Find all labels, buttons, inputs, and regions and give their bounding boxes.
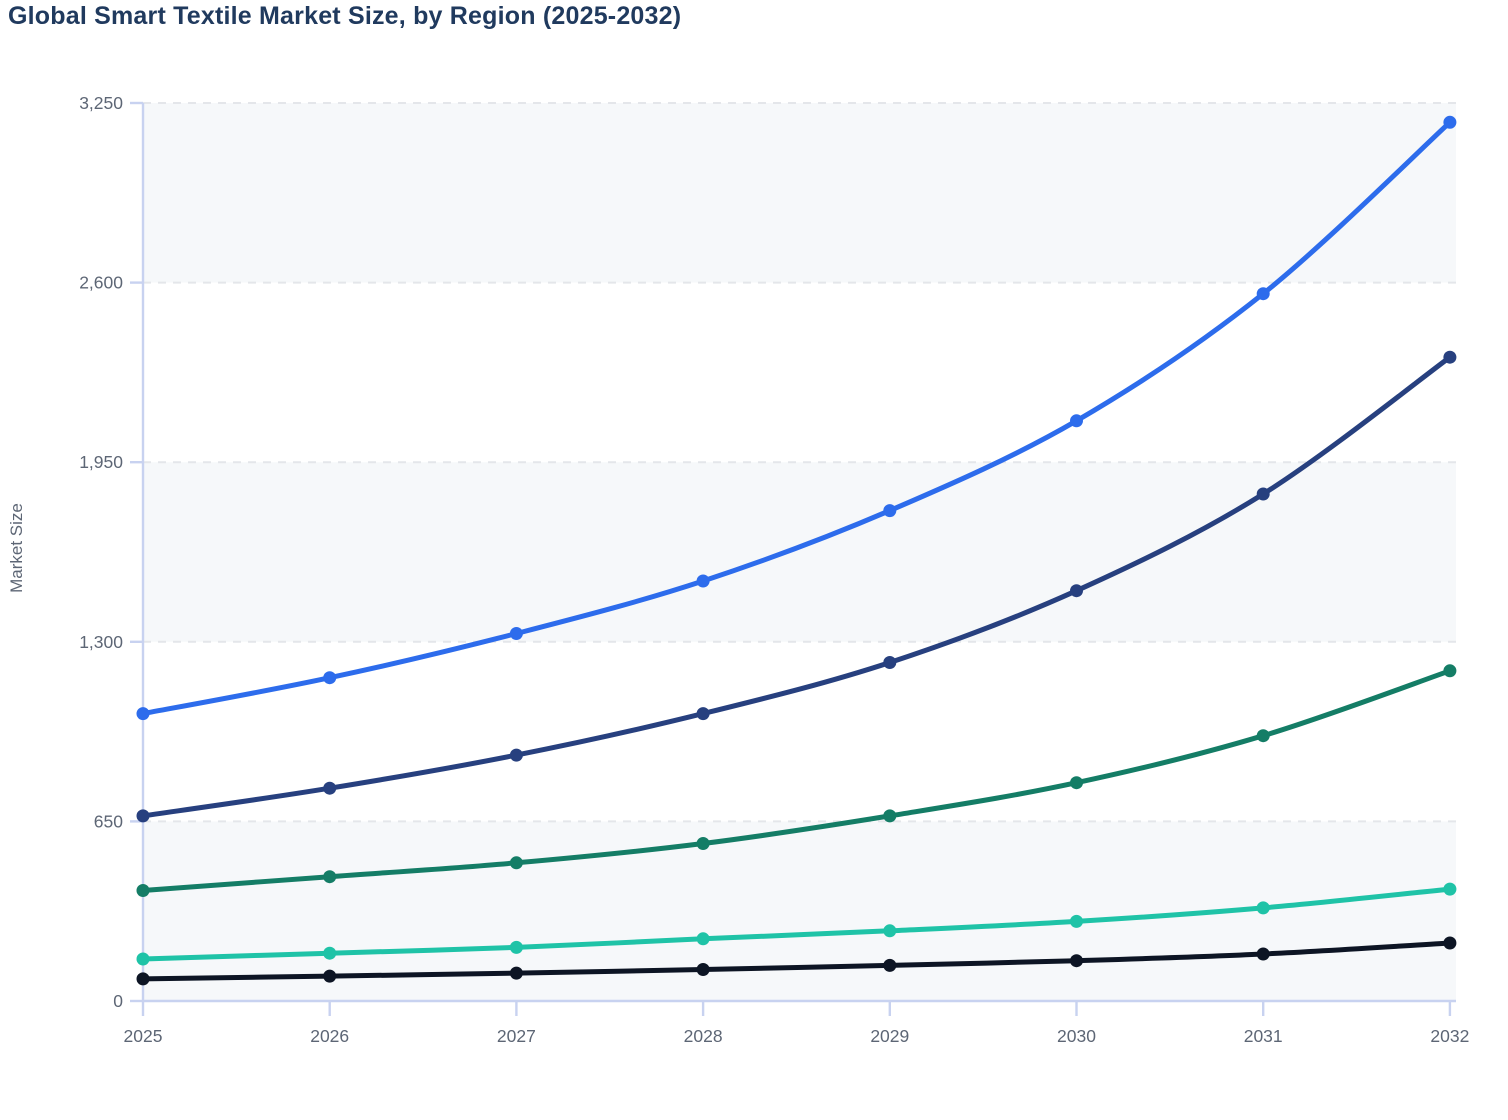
series-3-dark-green-data-point — [883, 809, 897, 823]
series-3-dark-green-data-point — [1070, 776, 1083, 790]
y-tick-label: 2,600 — [79, 273, 123, 293]
series-3-dark-green-line — [140, 668, 1453, 893]
series-4-teal-data-point — [1256, 901, 1270, 915]
series-4-teal-data-point — [883, 924, 897, 938]
series-5-black-data-point — [1070, 954, 1083, 968]
series-4-teal-data-point — [696, 932, 710, 946]
y-tick-label: 1,950 — [79, 452, 123, 472]
series-3-dark-green — [136, 664, 1457, 897]
series-1-bright-blue-line — [140, 119, 1453, 717]
series-1-bright-blue — [136, 115, 1457, 721]
y-tick-label: 1,300 — [79, 632, 123, 652]
series-2-navy-data-point — [323, 781, 337, 795]
series-1-bright-blue-data-point — [883, 504, 897, 518]
series-4-teal — [136, 882, 1457, 966]
x-tick-label: 2027 — [497, 1026, 536, 1046]
y-tick-labels: 0 650 1,300 1,950 2,600 3,250 — [79, 93, 123, 1011]
series-3-dark-green-data-point — [1256, 729, 1270, 743]
series-3-dark-green-data-point — [1443, 664, 1457, 678]
x-tick-labels: 2025 2026 2027 2028 2029 2030 2031 2032 — [124, 1026, 1470, 1046]
x-tick-label: 2029 — [870, 1026, 909, 1046]
x-tick-label: 2028 — [684, 1026, 723, 1046]
series-4-teal-data-point — [1443, 882, 1457, 896]
series-1-bright-blue-data-point — [1443, 115, 1457, 129]
series-1-bright-blue-data-point — [1070, 414, 1083, 428]
series-2-navy-data-point — [136, 809, 150, 823]
series-1-bright-blue-data-point — [509, 627, 523, 640]
series-1-bright-blue-data-point — [323, 671, 337, 685]
series-5-black-data-point — [323, 969, 337, 983]
x-tick-label: 2030 — [1057, 1026, 1096, 1046]
series-1-bright-blue-data-point — [696, 574, 710, 588]
plot-bands — [143, 103, 1456, 1001]
series-5-black-data-point — [1256, 947, 1270, 961]
chart-title: Global Smart Textile Market Size, by Reg… — [8, 2, 682, 30]
series-3-dark-green-data-point — [323, 870, 337, 884]
series-3-dark-green-data-point — [136, 884, 150, 897]
series-4-teal-data-point — [323, 946, 337, 960]
series-2-navy-data-point — [883, 656, 897, 669]
series-4-teal-data-point — [136, 952, 150, 966]
series-1-bright-blue-data-point — [136, 707, 150, 721]
series-5-black — [136, 936, 1457, 986]
series-5-black-data-point — [696, 963, 710, 976]
series-5-black-data-point — [509, 966, 523, 980]
shaded-band — [143, 462, 1456, 642]
y-tick-label: 3,250 — [79, 93, 123, 113]
y-tick-label: 0 — [113, 991, 123, 1011]
shaded-band — [143, 103, 1456, 283]
series-1-bright-blue-data-point — [1256, 287, 1270, 301]
series-4-teal-data-point — [509, 940, 523, 954]
series-2-navy-data-point — [1443, 350, 1457, 364]
series-4-teal-line — [140, 886, 1453, 962]
series-2-navy-data-point — [1070, 584, 1083, 598]
series-2-navy-data-point — [696, 707, 710, 721]
x-tick-label: 2032 — [1430, 1026, 1469, 1046]
series-2-navy-data-point — [1256, 487, 1270, 501]
series-5-black-line — [140, 940, 1453, 982]
series-2-navy — [136, 350, 1457, 823]
series-3-dark-green-data-point — [696, 837, 710, 850]
series-5-black-data-point — [136, 972, 150, 986]
x-tick-label: 2031 — [1244, 1026, 1283, 1046]
x-tick-label: 2026 — [310, 1026, 349, 1046]
series-3-dark-green-data-point — [509, 856, 523, 870]
x-tick-label: 2025 — [124, 1026, 163, 1046]
series-2-navy-data-point — [509, 748, 523, 762]
axes — [130, 101, 1456, 1016]
series-5-black-data-point — [1443, 936, 1457, 950]
y-tick-label: 650 — [94, 811, 123, 831]
series-4-teal-data-point — [1070, 914, 1083, 928]
series-5-black-data-point — [883, 958, 897, 972]
